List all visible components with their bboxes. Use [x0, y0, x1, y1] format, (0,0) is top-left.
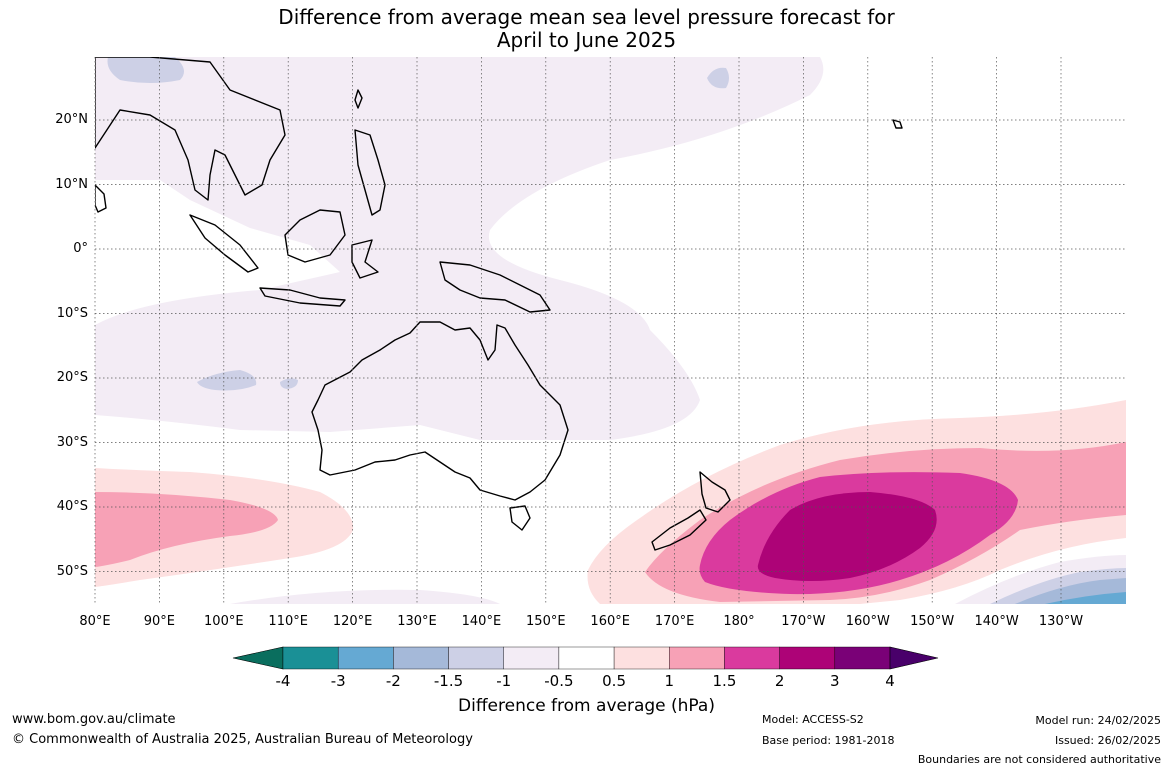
colorbar-tick-label: 2: [774, 672, 785, 690]
colorbar-swatch: [834, 646, 891, 670]
colorbar-tick-label: 4: [885, 672, 895, 690]
website-link[interactable]: www.bom.gov.au/climate: [12, 712, 176, 727]
longitude-label: 150°E: [526, 614, 566, 629]
colorbar-swatch: [503, 646, 560, 670]
latitude-label: 40°S: [56, 499, 88, 514]
map-title-line2: April to June 2025: [496, 28, 677, 52]
anomaly-patch-negative-1: [197, 370, 257, 391]
longitude-label: 110°E: [268, 614, 308, 629]
colorbar-tick-label: -4: [275, 672, 291, 690]
longitude-label: 130°W: [1038, 614, 1084, 629]
latitude-label: 30°S: [56, 434, 88, 450]
issued-date: Issued: 26/02/2025: [1054, 734, 1161, 747]
anomaly-region-southeast-negative-4: [1045, 592, 1126, 604]
longitude-label: 160°W: [845, 614, 890, 629]
anomaly-patch-negative-3: [707, 67, 729, 89]
anomaly-region-southern-negative: [230, 589, 500, 604]
map-gridlines: [94, 57, 1126, 604]
colorbar-tick-label: 1: [664, 672, 675, 690]
longitude-label: 90°E: [143, 614, 176, 629]
anomaly-patch-negative-2: [280, 378, 298, 389]
anomaly-patch-negative-4: [107, 57, 184, 83]
colorbar-swatch: [724, 646, 780, 670]
longitude-label: 170°E: [654, 614, 695, 629]
anomaly-region-southwest-positive-2: [95, 492, 278, 567]
copyright-text: © Commonwealth of Australia 2025, Austra…: [12, 732, 473, 747]
latitude-label: 0°: [73, 241, 88, 256]
colorbar-max-extension: [889, 646, 939, 670]
colorbar-title: Difference from average (hPa): [458, 696, 715, 716]
colorbar-swatch: [558, 646, 615, 670]
model-run-date: Model run: 24/02/2025: [1035, 714, 1161, 727]
colorbar-min-extension: [232, 646, 284, 670]
colorbar-swatch: [613, 646, 670, 670]
longitude-label: 170°W: [781, 614, 826, 629]
colorbar-tick-label: -0.5: [544, 672, 574, 690]
longitude-label: 140°W: [974, 614, 1019, 629]
latitude-label: 10°S: [56, 305, 88, 321]
longitude-label: 180°: [723, 614, 755, 629]
colorbar-swatch: [337, 646, 394, 670]
colorbar-tick-label: 1.5: [712, 672, 737, 690]
latitude-label: 20°S: [56, 370, 88, 385]
colorbar: [232, 646, 939, 670]
colorbar-tick-label: 0.5: [602, 672, 626, 690]
longitude-label: 120°E: [332, 614, 373, 629]
boundaries-disclaimer: Boundaries are not considered authoritat…: [917, 753, 1161, 766]
colorbar-tick-label: -1.5: [433, 672, 464, 690]
latitude-label: 10°N: [55, 176, 88, 192]
colorbar-tick-label: -1: [496, 672, 512, 690]
colorbar-swatch: [779, 646, 836, 670]
longitude-label: 150°W: [910, 614, 955, 629]
colorbar-tick-label: -2: [385, 672, 401, 690]
colorbar-tick-label: -3: [330, 672, 346, 690]
longitude-label: 130°E: [397, 614, 437, 629]
model-name: Model: ACCESS-S2: [762, 713, 864, 726]
longitude-label: 80°E: [79, 614, 111, 629]
longitude-label: 160°E: [590, 614, 630, 629]
longitude-label: 140°E: [461, 614, 502, 629]
colorbar-tick-label: 3: [830, 672, 840, 690]
map-title-line1: Difference from average mean sea level p…: [278, 5, 895, 29]
base-period: Base period: 1981-2018: [762, 734, 895, 747]
colorbar-swatch: [669, 646, 725, 670]
latitude-label: 20°N: [55, 112, 88, 127]
colorbar-swatch: [393, 646, 449, 670]
colorbar-swatch: [448, 646, 504, 670]
colorbar-swatch: [282, 646, 339, 670]
anomaly-region-southpacific-positive-4: [757, 492, 937, 581]
anomaly-region-tropics-negative: [95, 57, 824, 440]
latitude-label: 50°S: [56, 563, 88, 579]
longitude-label: 100°E: [204, 614, 244, 629]
